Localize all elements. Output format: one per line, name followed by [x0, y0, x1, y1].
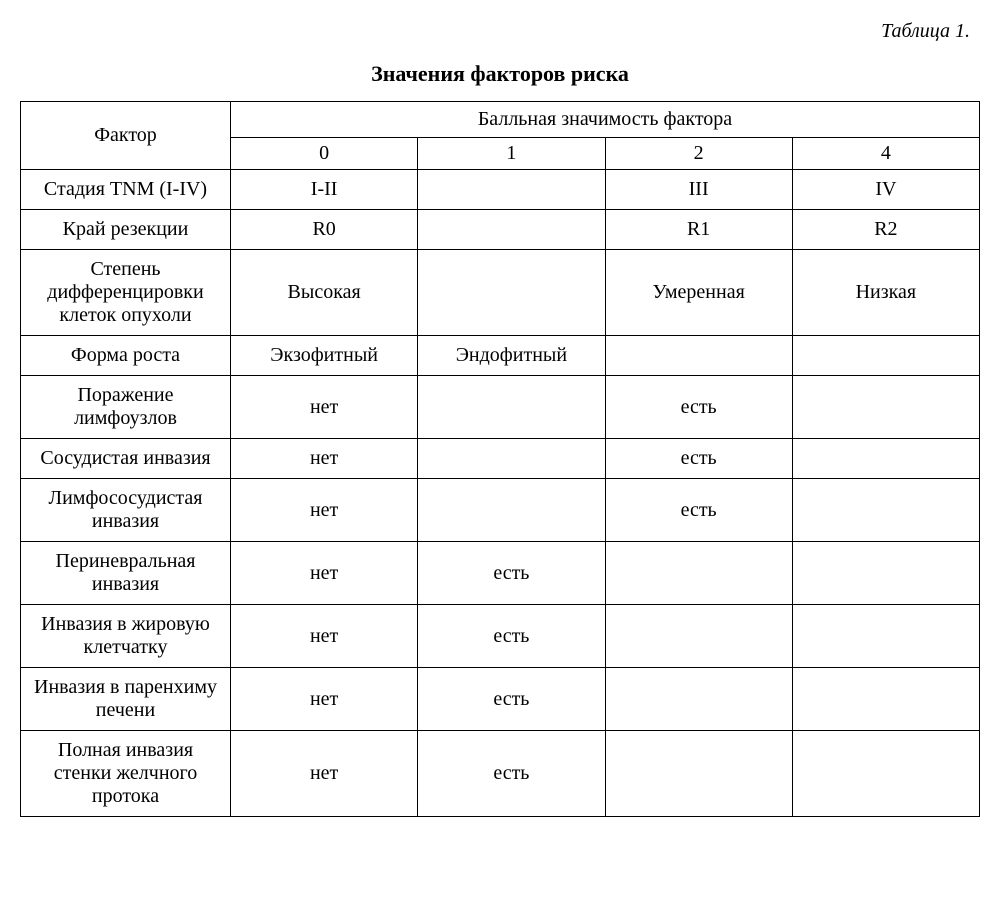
value-cell: [418, 376, 605, 439]
value-cell: [792, 479, 979, 542]
value-cell: [605, 336, 792, 376]
value-cell: IV: [792, 170, 979, 210]
header-factor: Фактор: [21, 102, 231, 170]
value-cell: [418, 210, 605, 250]
value-cell: нет: [231, 605, 418, 668]
table-row: Сосудистая инвазиянет есть: [21, 439, 980, 479]
header-score-1: 1: [418, 138, 605, 170]
factor-cell: Лимфососудистая инвазия: [21, 479, 231, 542]
table-row: Степень дифференцировки клеток опухолиВы…: [21, 250, 980, 336]
value-cell: нет: [231, 668, 418, 731]
risk-factors-table: Фактор Балльная значимость фактора 0 1 2…: [20, 101, 980, 817]
factor-cell: Инвазия в паренхиму печени: [21, 668, 231, 731]
value-cell: [605, 731, 792, 817]
value-cell: нет: [231, 542, 418, 605]
factor-cell: Стадия TNM (I-IV): [21, 170, 231, 210]
table-title: Значения факторов риска: [20, 61, 980, 87]
value-cell: [418, 479, 605, 542]
value-cell: Умеренная: [605, 250, 792, 336]
value-cell: есть: [418, 668, 605, 731]
value-cell: нет: [231, 439, 418, 479]
value-cell: [418, 250, 605, 336]
value-cell: I-II: [231, 170, 418, 210]
value-cell: R2: [792, 210, 979, 250]
value-cell: Высокая: [231, 250, 418, 336]
factor-cell: Полная инвазия стенки желчного протока: [21, 731, 231, 817]
value-cell: Низкая: [792, 250, 979, 336]
factor-cell: Периневральная инвазия: [21, 542, 231, 605]
value-cell: есть: [605, 439, 792, 479]
table-row: Лимфососудистая инвазиянет есть: [21, 479, 980, 542]
value-cell: есть: [418, 605, 605, 668]
table-row: Полная инвазия стенки желчного протокане…: [21, 731, 980, 817]
header-score-2: 2: [605, 138, 792, 170]
value-cell: есть: [605, 479, 792, 542]
value-cell: [605, 605, 792, 668]
header-score-0: 0: [231, 138, 418, 170]
value-cell: нет: [231, 479, 418, 542]
factor-cell: Поражение лимфоузлов: [21, 376, 231, 439]
factor-cell: Форма роста: [21, 336, 231, 376]
header-score-4: 4: [792, 138, 979, 170]
value-cell: [792, 731, 979, 817]
value-cell: [792, 376, 979, 439]
value-cell: [605, 668, 792, 731]
factor-cell: Инвазия в жировую клетчатку: [21, 605, 231, 668]
value-cell: есть: [418, 542, 605, 605]
value-cell: нет: [231, 376, 418, 439]
value-cell: [418, 439, 605, 479]
value-cell: R0: [231, 210, 418, 250]
value-cell: [792, 439, 979, 479]
value-cell: есть: [605, 376, 792, 439]
factor-cell: Край резекции: [21, 210, 231, 250]
value-cell: R1: [605, 210, 792, 250]
header-score: Балльная значимость фактора: [231, 102, 980, 138]
value-cell: Экзофитный: [231, 336, 418, 376]
value-cell: [792, 668, 979, 731]
value-cell: [605, 542, 792, 605]
value-cell: [792, 336, 979, 376]
table-row: Периневральная инвазиянетесть: [21, 542, 980, 605]
value-cell: нет: [231, 731, 418, 817]
factor-cell: Сосудистая инвазия: [21, 439, 231, 479]
value-cell: [792, 542, 979, 605]
value-cell: [418, 170, 605, 210]
table-row: Форма ростаЭкзофитныйЭндофитный: [21, 336, 980, 376]
table-row: Стадия TNM (I-IV)I-II IIIIV: [21, 170, 980, 210]
table-row: Край резекцииR0 R1R2: [21, 210, 980, 250]
value-cell: есть: [418, 731, 605, 817]
table-caption: Таблица 1.: [20, 20, 980, 43]
value-cell: Эндофитный: [418, 336, 605, 376]
table-row: Инвазия в жировую клетчаткунетесть: [21, 605, 980, 668]
table-row: Инвазия в паренхиму печенинетесть: [21, 668, 980, 731]
value-cell: III: [605, 170, 792, 210]
table-row: Поражение лимфоузловнет есть: [21, 376, 980, 439]
factor-cell: Степень дифференцировки клеток опухоли: [21, 250, 231, 336]
value-cell: [792, 605, 979, 668]
